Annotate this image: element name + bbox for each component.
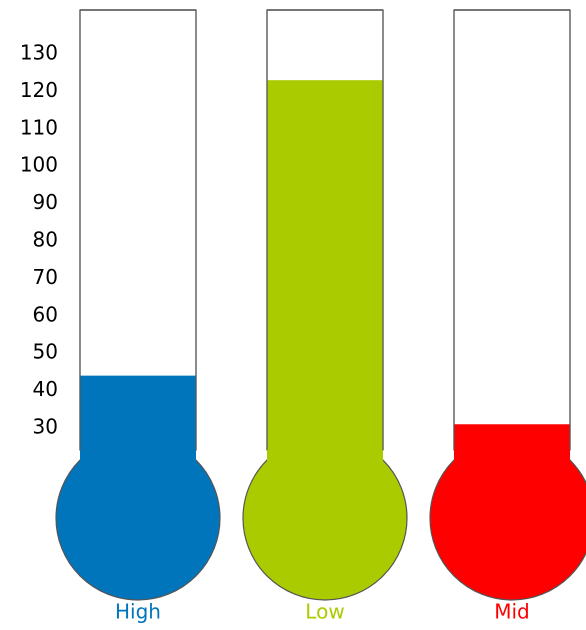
thermometer-fill-high [80, 375, 196, 488]
y-tick-label: 130 [20, 41, 58, 65]
category-label-high: High [115, 600, 161, 624]
y-tick-label: 90 [33, 190, 58, 214]
thermometer-fill-low [267, 80, 383, 489]
category-label-low: Low [305, 600, 344, 624]
y-tick-label: 40 [33, 377, 58, 401]
y-tick-label: 110 [20, 115, 58, 139]
thermometer-tube [453, 9, 571, 451]
y-tick-label: 50 [33, 340, 58, 364]
y-tick-label: 30 [33, 415, 58, 439]
category-label-mid: Mid [494, 600, 530, 624]
y-tick-label: 120 [20, 78, 58, 102]
y-tick-label: 80 [33, 228, 58, 252]
y-tick-label: 60 [33, 302, 58, 326]
thermometer-fill-mid [454, 424, 570, 488]
y-tick-label: 70 [33, 265, 58, 289]
y-tick-label: 100 [20, 153, 58, 177]
